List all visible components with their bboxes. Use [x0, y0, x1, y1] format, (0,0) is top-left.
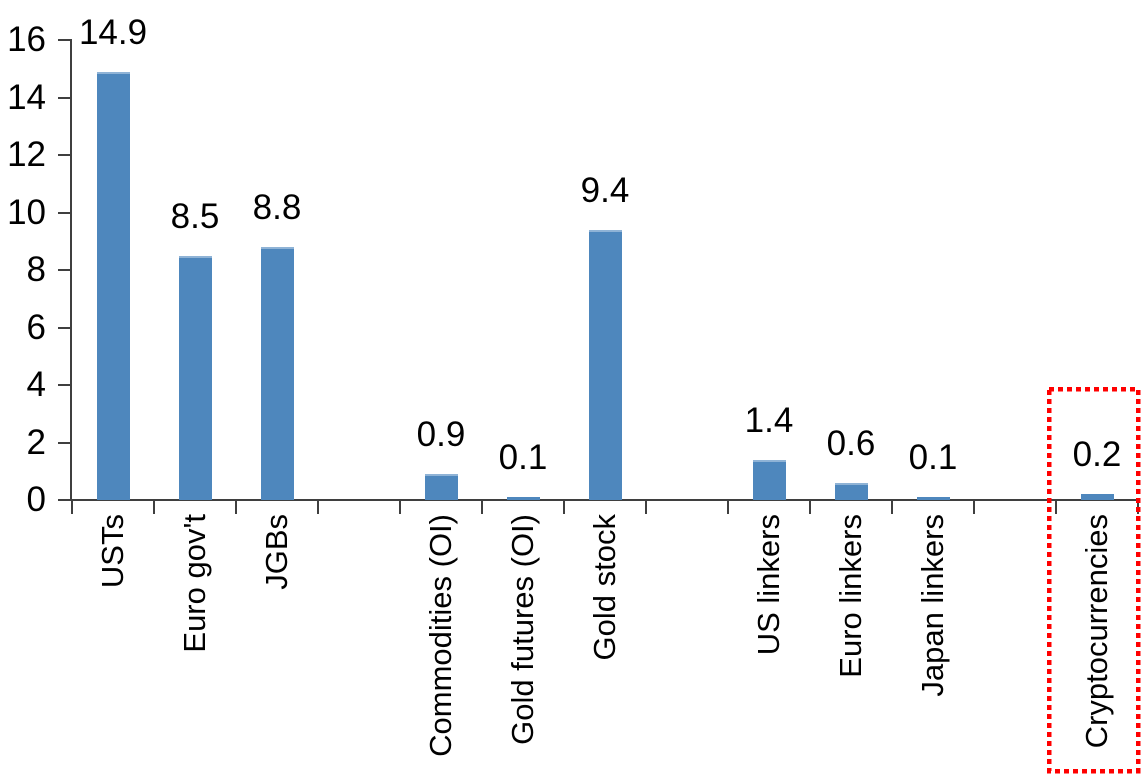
x-axis-tick: [727, 501, 729, 514]
x-category-label: Gold futures (OI): [505, 514, 540, 745]
bar-value-label: 0.2: [1072, 435, 1122, 474]
y-axis-tick: [58, 384, 72, 386]
x-axis-tick: [153, 501, 155, 514]
bar-value-label: 0.1: [498, 438, 548, 477]
y-axis-tick-label: 4: [26, 365, 46, 404]
x-category-label: Euro gov't: [177, 514, 212, 653]
x-category-label: Commodities (OI): [423, 514, 458, 757]
x-category-label: Gold stock: [587, 514, 622, 661]
y-axis-tick-label: 0: [26, 480, 46, 519]
bar: [179, 256, 212, 500]
x-axis-tick: [1137, 501, 1139, 514]
bar: [261, 247, 294, 500]
y-axis-tick: [58, 39, 72, 41]
x-axis-tick: [1055, 501, 1057, 514]
bar-value-label: 9.4: [580, 171, 630, 210]
bar: [507, 497, 540, 500]
bar-value-label: 0.6: [826, 424, 876, 463]
x-axis-tick: [317, 501, 319, 514]
x-axis-line: [58, 499, 1140, 501]
x-axis-tick: [563, 501, 565, 514]
y-axis-tick: [58, 154, 72, 156]
x-category-label: Japan linkers: [915, 514, 950, 697]
bar-value-label: 1.4: [744, 401, 794, 440]
y-axis-tick: [58, 499, 72, 501]
y-axis-tick-label: 16: [7, 20, 46, 59]
y-axis-tick-label: 14: [7, 77, 46, 117]
x-category-label: Euro linkers: [833, 514, 868, 678]
y-axis-tick-label: 8: [26, 250, 46, 289]
y-axis-tick: [58, 269, 72, 271]
bar: [97, 72, 130, 500]
x-axis-tick: [891, 501, 893, 514]
x-category-label: USTs: [95, 514, 130, 589]
x-axis-tick: [235, 501, 237, 514]
bar-value-label: 0.9: [416, 415, 466, 454]
y-axis-tick: [58, 326, 72, 329]
y-axis-tick: [58, 441, 72, 444]
y-axis-tick-label: 2: [26, 422, 46, 462]
y-axis-tick: [58, 96, 72, 99]
y-axis-tick-label: 10: [7, 192, 46, 232]
bar: [835, 483, 868, 500]
bar-value-label: 8.5: [170, 197, 220, 236]
x-axis-tick: [645, 501, 647, 514]
bar: [753, 460, 786, 500]
bar: [589, 230, 622, 500]
x-axis-tick: [399, 501, 401, 514]
x-category-label: JGBs: [259, 514, 294, 590]
bar: [917, 497, 950, 500]
bar-value-label: 8.8: [252, 188, 302, 227]
x-category-label: Cryptocurrencies: [1079, 514, 1114, 749]
bar-value-label: 14.9: [78, 13, 148, 52]
bar-value-label: 0.1: [908, 438, 958, 477]
x-axis-tick: [71, 501, 73, 514]
bar: [1081, 494, 1114, 500]
x-axis-tick: [973, 501, 975, 514]
x-axis-tick: [809, 501, 811, 514]
y-axis-tick-label: 12: [7, 135, 46, 174]
x-axis-tick: [481, 501, 483, 514]
y-axis-tick: [58, 211, 72, 214]
bar: [425, 474, 458, 500]
y-axis-tick-label: 6: [26, 307, 46, 347]
x-category-label: US linkers: [751, 514, 786, 656]
